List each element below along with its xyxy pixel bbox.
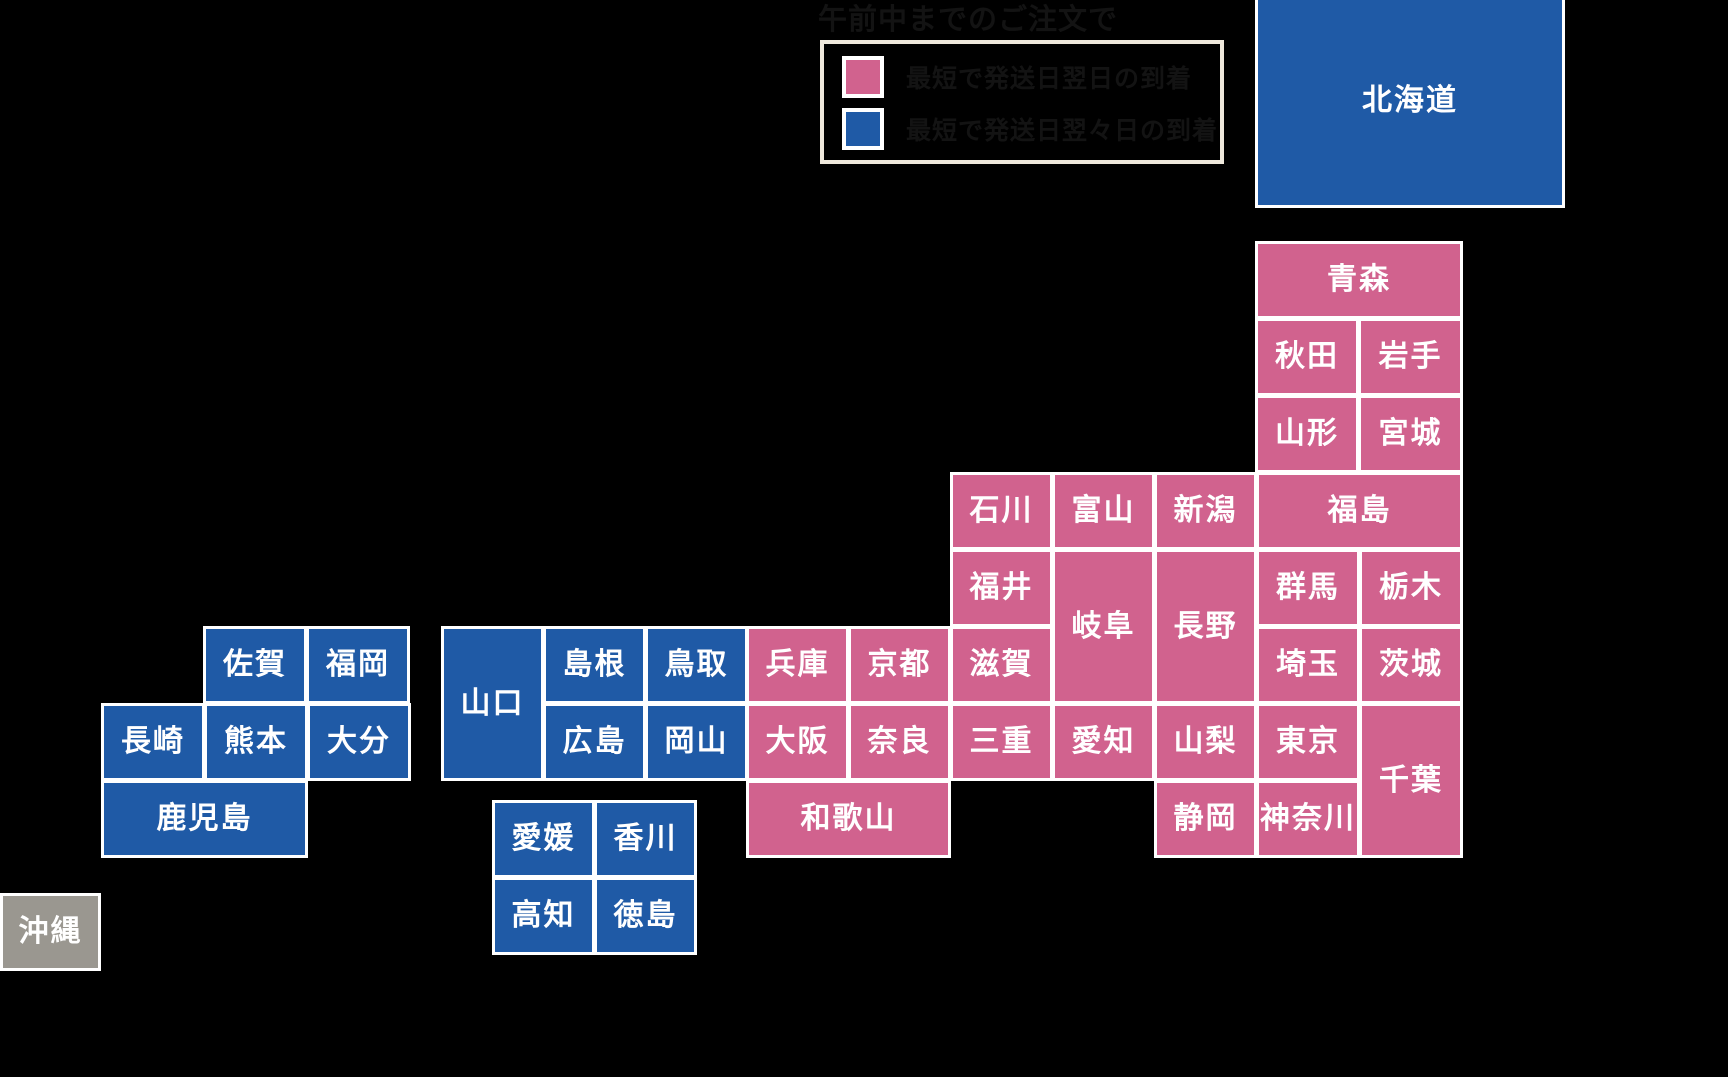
prefecture-tokushima[interactable]: 徳島 <box>594 877 697 955</box>
prefecture-niigata[interactable]: 新潟 <box>1154 472 1257 550</box>
prefecture-tottori[interactable]: 鳥取 <box>645 626 748 704</box>
legend-label-two-day: 最短で発送日翌々日の到着 <box>906 117 1219 145</box>
legend-row-two-day: 最短で発送日翌々日の到着 <box>842 108 1218 150</box>
prefecture-saga[interactable]: 佐賀 <box>203 626 307 704</box>
prefecture-shimane[interactable]: 島根 <box>543 626 646 704</box>
prefecture-kagawa[interactable]: 香川 <box>594 800 697 878</box>
prefecture-mie[interactable]: 三重 <box>950 703 1053 781</box>
prefecture-chiba[interactable]: 千葉 <box>1359 703 1463 858</box>
legend-row-next-day: 最短で発送日翌日の到着 <box>842 56 1192 98</box>
prefecture-saitama[interactable]: 埼玉 <box>1256 626 1360 704</box>
prefecture-kumamoto[interactable]: 熊本 <box>204 703 308 781</box>
prefecture-tokyo[interactable]: 東京 <box>1256 703 1360 781</box>
prefecture-tochigi[interactable]: 栃木 <box>1359 549 1463 627</box>
legend-swatch-two-day-icon <box>842 108 884 150</box>
legend-swatch-next-day-icon <box>842 56 884 98</box>
prefecture-iwate[interactable]: 岩手 <box>1358 318 1463 396</box>
prefecture-fukushima[interactable]: 福島 <box>1256 472 1463 550</box>
prefecture-wakayama[interactable]: 和歌山 <box>746 780 951 858</box>
prefecture-yamagata[interactable]: 山形 <box>1255 395 1359 473</box>
prefecture-ibaraki[interactable]: 茨城 <box>1359 626 1463 704</box>
prefecture-miyagi[interactable]: 宮城 <box>1358 395 1463 473</box>
prefecture-osaka[interactable]: 大阪 <box>746 703 849 781</box>
prefecture-fukuoka[interactable]: 福岡 <box>306 626 410 704</box>
prefecture-hyogo[interactable]: 兵庫 <box>746 626 849 704</box>
prefecture-hiroshima[interactable]: 広島 <box>543 703 646 781</box>
legend-heading: 午前中までのご注文で <box>818 4 1119 36</box>
prefecture-okayama[interactable]: 岡山 <box>645 703 748 781</box>
prefecture-akita[interactable]: 秋田 <box>1255 318 1359 396</box>
prefecture-yamaguchi[interactable]: 山口 <box>441 626 544 781</box>
prefecture-okinawa[interactable]: 沖縄 <box>0 893 101 971</box>
prefecture-nara[interactable]: 奈良 <box>848 703 951 781</box>
prefecture-oita[interactable]: 大分 <box>307 703 411 781</box>
prefecture-shizuoka[interactable]: 静岡 <box>1154 780 1257 858</box>
prefecture-ehime[interactable]: 愛媛 <box>492 800 595 878</box>
prefecture-nagano[interactable]: 長野 <box>1154 549 1257 704</box>
legend-label-next-day: 最短で発送日翌日の到着 <box>906 65 1193 93</box>
prefecture-hokkaido[interactable]: 北海道 <box>1255 0 1565 208</box>
prefecture-kagoshima[interactable]: 鹿児島 <box>101 780 308 858</box>
prefecture-gunma[interactable]: 群馬 <box>1256 549 1360 627</box>
prefecture-kochi[interactable]: 高知 <box>492 877 595 955</box>
prefecture-fukui[interactable]: 福井 <box>950 549 1053 627</box>
legend-box: 最短で発送日翌日の到着 最短で発送日翌々日の到着 <box>820 40 1224 164</box>
prefecture-kanagawa[interactable]: 神奈川 <box>1256 780 1360 858</box>
prefecture-nagasaki[interactable]: 長崎 <box>101 703 205 781</box>
prefecture-yamanashi[interactable]: 山梨 <box>1154 703 1257 781</box>
prefecture-kyoto[interactable]: 京都 <box>848 626 951 704</box>
prefecture-shiga[interactable]: 滋賀 <box>950 626 1053 704</box>
prefecture-ishikawa[interactable]: 石川 <box>950 472 1053 550</box>
prefecture-gifu[interactable]: 岐阜 <box>1052 549 1155 704</box>
prefecture-toyama[interactable]: 富山 <box>1052 472 1155 550</box>
prefecture-aomori[interactable]: 青森 <box>1255 241 1463 319</box>
prefecture-aichi[interactable]: 愛知 <box>1052 703 1155 781</box>
